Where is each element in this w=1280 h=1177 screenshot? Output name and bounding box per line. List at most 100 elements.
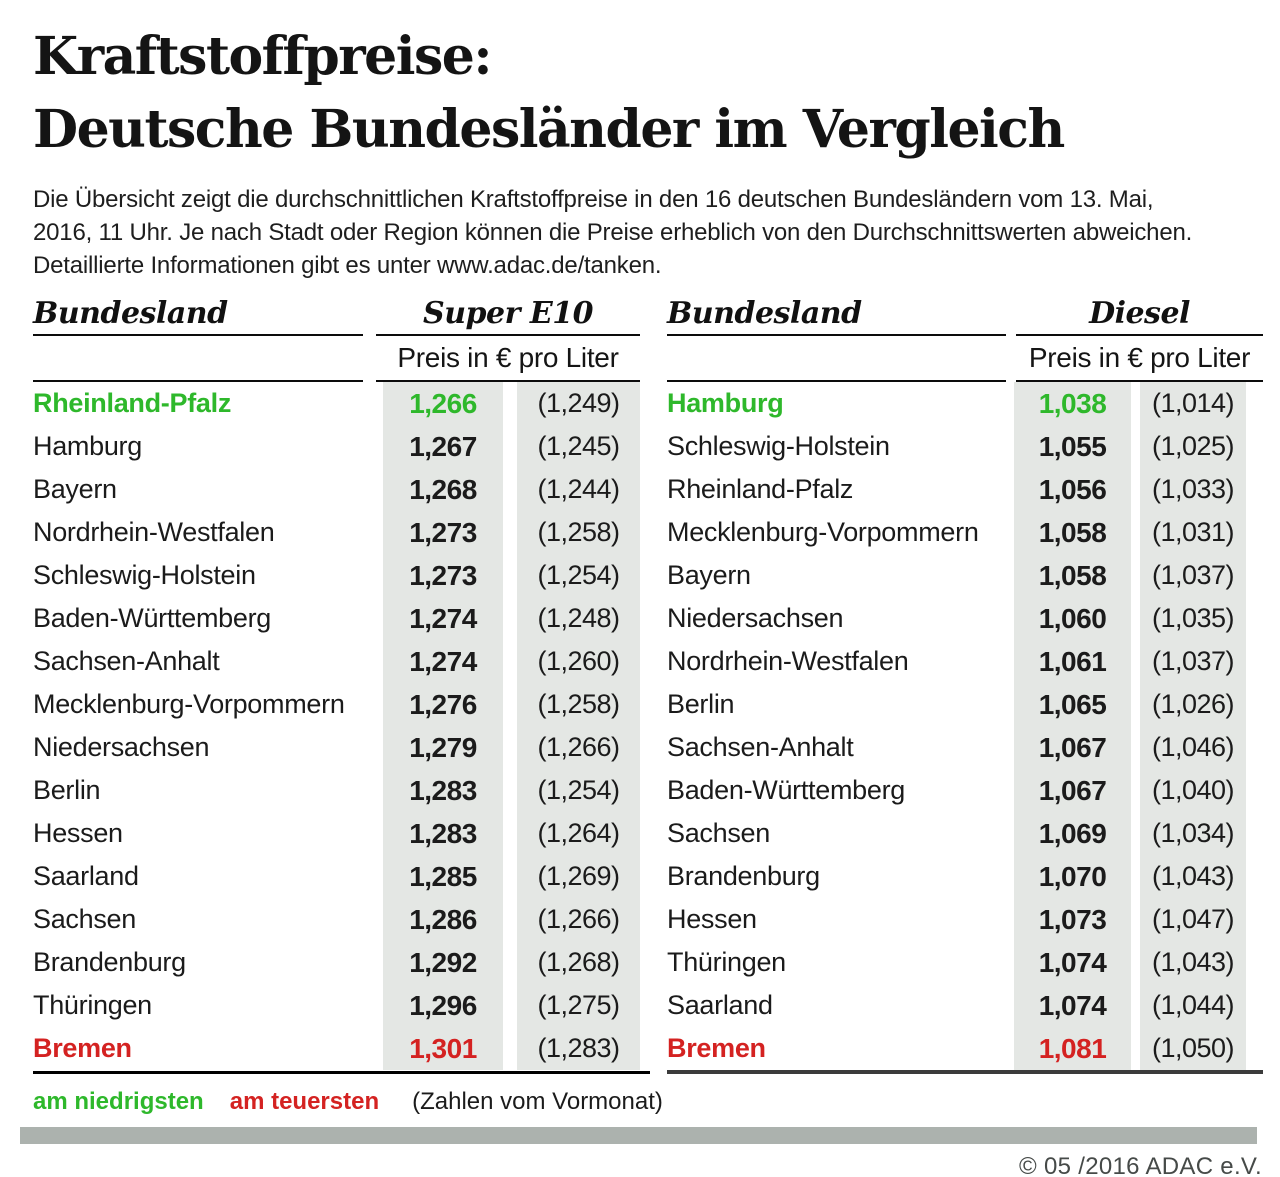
table-row: Brandenburg 1,292 (1,268): [33, 941, 650, 984]
table-row: Hessen 1,073 (1,047): [667, 898, 1263, 941]
price-value: 1,061: [1014, 640, 1131, 683]
price-value: 1,274: [383, 640, 503, 683]
state-name: Niedersachsen: [667, 603, 844, 633]
table-row: Niedersachsen 1,060 (1,035): [667, 597, 1263, 640]
row-end-pad: [1246, 382, 1263, 425]
state-name: Sachsen: [33, 904, 136, 934]
price-value: 1,276: [383, 683, 503, 726]
price-value: 1,283: [383, 812, 503, 855]
header-divider: [33, 334, 650, 336]
column-gap: [1131, 1027, 1140, 1070]
price-value: 1,073: [1014, 898, 1131, 941]
column-gap: [503, 812, 517, 855]
legend-highest-label: am teuersten: [229, 1088, 380, 1115]
state-name: Bayern: [667, 560, 751, 590]
state-name: Mecklenburg-Vorpommern: [667, 517, 979, 547]
column-gap: [1131, 855, 1140, 898]
table-row: Bayern 1,058 (1,037): [667, 554, 1263, 597]
row-end-pad: [640, 511, 650, 554]
column-gap: [1131, 984, 1140, 1027]
column-gap: [503, 726, 517, 769]
column-gap: [503, 511, 517, 554]
prev-month-value: (1,037): [1140, 640, 1246, 683]
state-name: Schleswig-Holstein: [667, 431, 890, 461]
table-row: Bremen 1,301 (1,283): [33, 1027, 650, 1070]
prev-month-value: (1,026): [1140, 683, 1246, 726]
state-name: Thüringen: [33, 990, 152, 1020]
price-value: 1,273: [383, 511, 503, 554]
page-title: Kraftstoffpreise: Deutsche Bundesländer …: [33, 20, 1280, 166]
prev-month-value: (1,033): [1140, 468, 1246, 511]
price-value: 1,058: [1014, 554, 1131, 597]
state-name: Rheinland-Pfalz: [33, 388, 232, 418]
prev-month-value: (1,266): [517, 726, 640, 769]
row-end-pad: [1246, 812, 1263, 855]
price-value: 1,286: [383, 898, 503, 941]
prev-month-value: (1,248): [517, 597, 640, 640]
price-value: 1,081: [1014, 1027, 1131, 1070]
column-gap: [503, 941, 517, 984]
row-end-pad: [1246, 640, 1263, 683]
state-name: Baden-Württemberg: [667, 775, 906, 805]
prev-month-value: (1,254): [517, 554, 640, 597]
state-name: Hessen: [667, 904, 757, 934]
column-gap: [1131, 898, 1140, 941]
row-end-pad: [640, 640, 650, 683]
prev-month-value: (1,025): [1140, 425, 1246, 468]
price-value: 1,266: [383, 382, 503, 425]
table-row: Berlin 1,065 (1,026): [667, 683, 1263, 726]
row-end-pad: [1246, 941, 1263, 984]
table-body: Hamburg 1,038 (1,014) Schleswig-Holstein 1,0…: [667, 382, 1263, 1070]
table-row: Rheinland-Pfalz 1,056 (1,033): [667, 468, 1263, 511]
row-end-pad: [640, 382, 650, 425]
row-end-pad: [1246, 726, 1263, 769]
row-end-pad: [1246, 554, 1263, 597]
row-end-pad: [1246, 683, 1263, 726]
header-divider: [33, 380, 650, 382]
row-end-pad: [640, 812, 650, 855]
page-title-line2: Deutsche Bundesländer im Vergleich: [33, 99, 1065, 160]
price-value: 1,296: [383, 984, 503, 1027]
price-value: 1,070: [1014, 855, 1131, 898]
column-gap: [503, 769, 517, 812]
column-gap: [1131, 382, 1140, 425]
copyright-text: © 05 /2016 ADAC e.V.: [1019, 1153, 1262, 1177]
column-gap: [1131, 726, 1140, 769]
table-row: Berlin 1,283 (1,254): [33, 769, 650, 812]
price-value: 1,067: [1014, 726, 1131, 769]
column-gap: [1131, 425, 1140, 468]
row-end-pad: [640, 1027, 650, 1070]
state-name: Bayern: [33, 474, 117, 504]
price-value: 1,283: [383, 769, 503, 812]
table-row: Baden-Württemberg 1,274 (1,248): [33, 597, 650, 640]
prev-month-value: (1,266): [517, 898, 640, 941]
row-end-pad: [1246, 425, 1263, 468]
price-value: 1,067: [1014, 769, 1131, 812]
column-gap: [1131, 511, 1140, 554]
price-value: 1,060: [1014, 597, 1131, 640]
state-name: Sachsen-Anhalt: [33, 646, 220, 676]
table-row: Saarland 1,285 (1,269): [33, 855, 650, 898]
state-name: Mecklenburg-Vorpommern: [33, 689, 345, 719]
row-end-pad: [640, 855, 650, 898]
column-gap: [503, 898, 517, 941]
prev-month-value: (1,044): [1140, 984, 1246, 1027]
price-value: 1,069: [1014, 812, 1131, 855]
unit-header: Preis in € pro Liter: [397, 342, 619, 373]
table-row: Sachsen-Anhalt 1,274 (1,260): [33, 640, 650, 683]
state-name: Nordrhein-Westfalen: [33, 517, 275, 547]
prev-month-value: (1,047): [1140, 898, 1246, 941]
row-end-pad: [640, 683, 650, 726]
table-row: Bremen 1,081 (1,050): [667, 1027, 1263, 1070]
price-value: 1,058: [1014, 511, 1131, 554]
column-header-bundesland: Bundesland: [667, 296, 862, 331]
row-end-pad: [640, 941, 650, 984]
table-row: Sachsen 1,069 (1,034): [667, 812, 1263, 855]
unit-header: Preis in € pro Liter: [1028, 342, 1251, 373]
state-name: Bremen: [33, 1033, 132, 1063]
row-end-pad: [640, 769, 650, 812]
price-value: 1,074: [1014, 941, 1131, 984]
price-value: 1,055: [1014, 425, 1131, 468]
state-name: Hamburg: [33, 431, 142, 461]
price-value: 1,274: [383, 597, 503, 640]
